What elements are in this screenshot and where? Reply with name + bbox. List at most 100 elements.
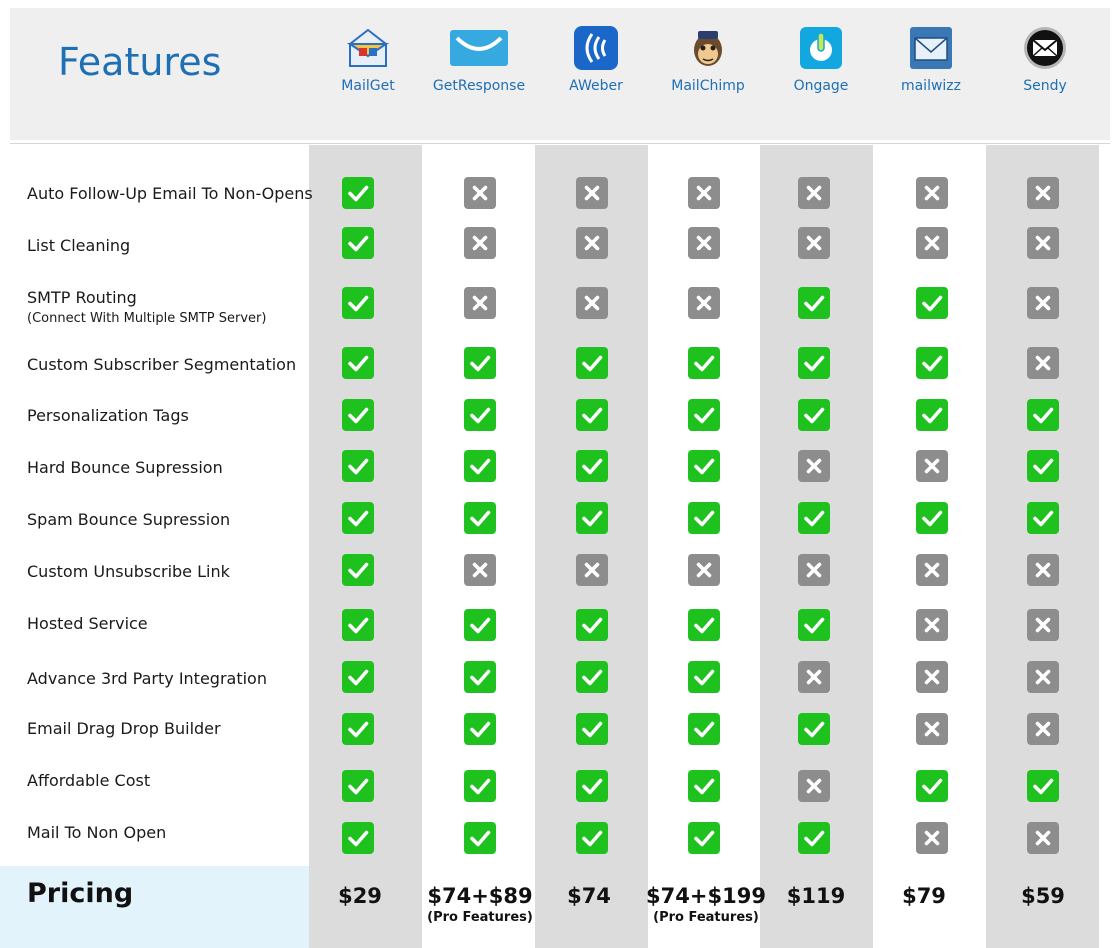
checkmark-icon: [342, 770, 374, 802]
ongage-power-icon: [800, 27, 842, 69]
checkmark-icon: [464, 399, 496, 431]
checkmark-icon: [576, 713, 608, 745]
feature-label: Custom Unsubscribe Link: [27, 562, 230, 581]
feature-name: Custom Subscriber Segmentation: [27, 355, 297, 374]
cross-icon: [688, 287, 720, 319]
cross-icon: [916, 822, 948, 854]
feature-name: Email Drag Drop Builder: [27, 719, 221, 738]
price-value: $59: [1021, 884, 1065, 908]
column-aweber: [535, 145, 648, 948]
checkmark-icon: [342, 502, 374, 534]
feature-label: List Cleaning: [27, 236, 130, 255]
feature-name: Auto Follow-Up Email To Non-Opens: [27, 184, 313, 203]
price-value: $74+$89: [427, 884, 533, 908]
checkmark-icon: [1027, 770, 1059, 802]
feature-label: Personalization Tags: [27, 406, 189, 425]
vendor-name: Sendy: [1023, 78, 1067, 94]
cross-icon: [1027, 822, 1059, 854]
price-note: (Pro Features): [427, 910, 533, 925]
checkmark-icon: [916, 399, 948, 431]
cross-icon: [1027, 177, 1059, 209]
cross-icon: [798, 554, 830, 586]
feature-label: Spam Bounce Supression: [27, 510, 230, 529]
feature-name: Advance 3rd Party Integration: [27, 669, 267, 688]
cross-icon: [1027, 554, 1059, 586]
checkmark-icon: [1027, 502, 1059, 534]
feature-label: Email Drag Drop Builder: [27, 719, 221, 738]
checkmark-icon: [464, 713, 496, 745]
checkmark-icon: [464, 770, 496, 802]
mailchimp-monkey-icon: [694, 31, 722, 66]
checkmark-icon: [576, 450, 608, 482]
price-value: $79: [902, 884, 946, 908]
checkmark-icon: [576, 609, 608, 641]
cross-icon: [688, 227, 720, 259]
checkmark-icon: [1027, 399, 1059, 431]
vendor-name: MailGet: [341, 78, 395, 94]
checkmark-icon: [342, 399, 374, 431]
feature-label: Affordable Cost: [27, 771, 150, 790]
column-mailget: [309, 145, 422, 948]
checkmark-icon: [576, 502, 608, 534]
checkmark-icon: [464, 502, 496, 534]
vendor-aweber: AWeber: [536, 26, 656, 94]
checkmark-icon: [688, 822, 720, 854]
cross-icon: [576, 554, 608, 586]
cross-icon: [1027, 661, 1059, 693]
checkmark-icon: [342, 661, 374, 693]
cross-icon: [1027, 713, 1059, 745]
header-divider: [10, 143, 1110, 144]
vendor-getresponse: GetResponse: [419, 26, 539, 94]
cross-icon: [916, 177, 948, 209]
cross-icon: [688, 177, 720, 209]
price-cell: $74+$89 (Pro Features): [420, 884, 540, 925]
price-value: $74+$199: [646, 884, 766, 908]
vendor-name: Ongage: [793, 78, 849, 94]
feature-name: Mail To Non Open: [27, 823, 167, 842]
sendy-envelope-icon: [1024, 27, 1066, 69]
checkmark-icon: [342, 609, 374, 641]
checkmark-icon: [688, 770, 720, 802]
checkmark-icon: [916, 502, 948, 534]
vendor-name: AWeber: [569, 78, 623, 94]
vendor-ongage: Ongage: [761, 26, 881, 94]
checkmark-icon: [688, 450, 720, 482]
feature-name: Hosted Service: [27, 614, 148, 633]
cross-icon: [1027, 227, 1059, 259]
column-ongage: [760, 145, 873, 948]
checkmark-icon: [342, 177, 374, 209]
checkmark-icon: [576, 399, 608, 431]
feature-name: Personalization Tags: [27, 406, 189, 425]
price-cell: $29: [300, 884, 420, 908]
feature-label: Advance 3rd Party Integration: [27, 669, 267, 688]
checkmark-icon: [576, 661, 608, 693]
checkmark-icon: [576, 347, 608, 379]
feature-name: Spam Bounce Supression: [27, 510, 231, 529]
feature-label: Auto Follow-Up Email To Non-Opens: [27, 184, 313, 203]
checkmark-icon: [798, 609, 830, 641]
price-cell: $59: [983, 884, 1103, 908]
getresponse-envelope-icon: [450, 30, 508, 66]
mailwizz-envelope-icon: [910, 27, 952, 69]
feature-name: Hard Bounce Supression: [27, 458, 223, 477]
checkmark-icon: [464, 450, 496, 482]
cross-icon: [798, 770, 830, 802]
checkmark-icon: [1027, 450, 1059, 482]
cross-icon: [916, 609, 948, 641]
cross-icon: [916, 713, 948, 745]
checkmark-icon: [464, 822, 496, 854]
checkmark-icon: [342, 450, 374, 482]
checkmark-icon: [342, 822, 374, 854]
checkmark-icon: [342, 713, 374, 745]
checkmark-icon: [688, 713, 720, 745]
column-mailchimp: [648, 145, 760, 948]
column-sendy: [986, 145, 1099, 948]
vendor-mailget: MailGet: [308, 26, 428, 94]
checkmark-icon: [798, 502, 830, 534]
cross-icon: [916, 661, 948, 693]
checkmark-icon: [798, 287, 830, 319]
cross-icon: [1027, 347, 1059, 379]
column-mailwizz: [873, 145, 986, 948]
vendor-name: GetResponse: [432, 78, 526, 94]
